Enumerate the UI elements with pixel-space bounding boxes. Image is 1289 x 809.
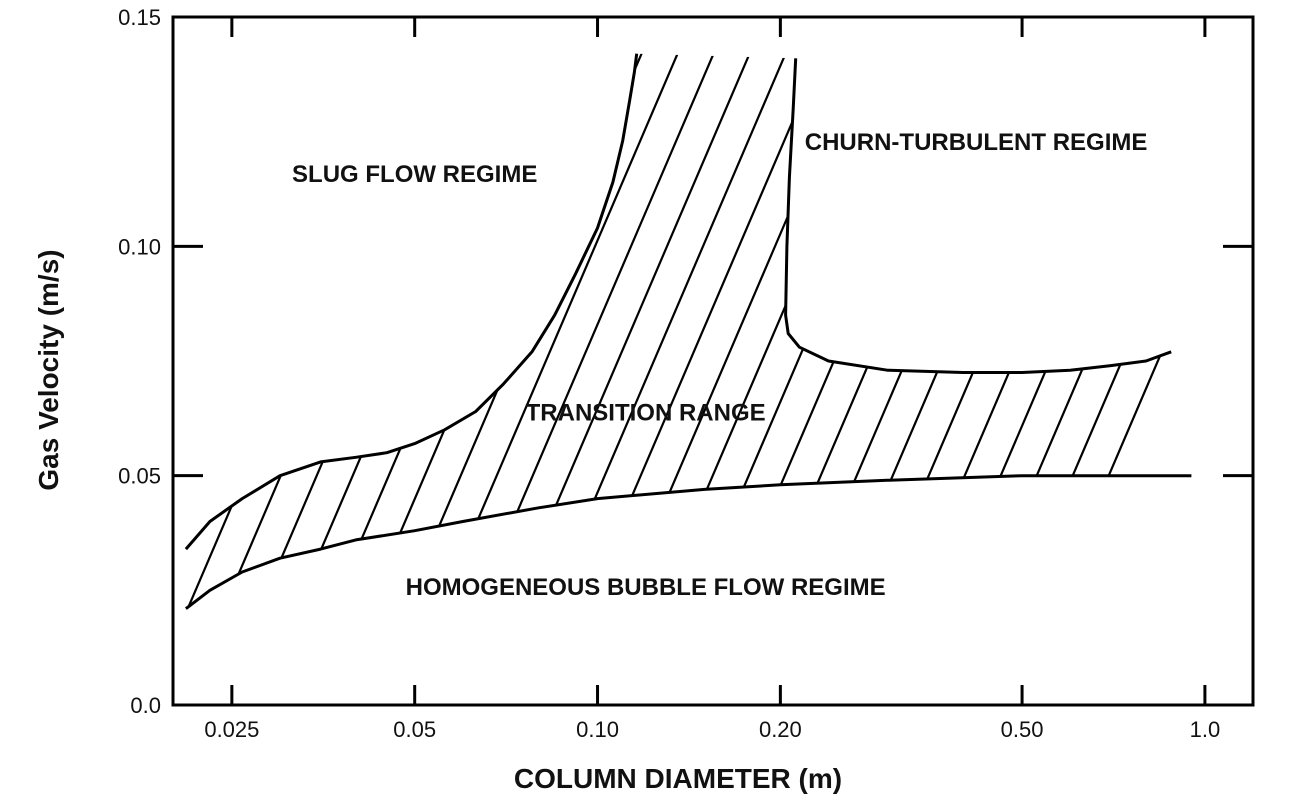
y-tick-label: 0.15 xyxy=(118,5,161,30)
y-axis-title: Gas Velocity (m/s) xyxy=(33,249,64,490)
tick-labels: 0.025 0.05 0.10 0.20 0.50 1.0 0.0 0.05 0.10 0.15 xyxy=(118,5,1220,742)
y-tick-label: 0.10 xyxy=(118,234,161,259)
hatch-line xyxy=(570,53,874,609)
hatch-line xyxy=(185,53,370,609)
hatch-line xyxy=(185,53,334,609)
hatch-line xyxy=(714,53,1018,609)
transition-upper-boundary xyxy=(184,53,639,551)
region-label: TRANSITION RANGE xyxy=(526,400,766,427)
hatch-line xyxy=(1146,53,1172,609)
x-tick-label: 0.10 xyxy=(576,717,619,742)
transition-right-boundary xyxy=(784,58,1172,374)
hatch-line xyxy=(185,53,478,609)
region-labels: SLUG FLOW REGIME CHURN-TURBULENT REGIME TR… xyxy=(292,129,1147,601)
hatch-line xyxy=(354,53,658,609)
hatch-line xyxy=(1110,53,1172,609)
region-label: HOMOGENEOUS BUBBLE FLOW REGIME xyxy=(406,574,886,601)
region-label: SLUG FLOW REGIME xyxy=(292,161,537,188)
axis-ticks xyxy=(173,15,1253,707)
x-tick-label: 0.50 xyxy=(1001,717,1044,742)
hatch-line xyxy=(390,53,694,609)
hatch-line xyxy=(498,53,802,609)
hatch-line xyxy=(0,20,152,720)
y-tick-label: 0.05 xyxy=(118,464,161,489)
x-tick-label: 0.05 xyxy=(393,717,436,742)
hatch-line xyxy=(185,53,190,609)
plot-frame xyxy=(171,15,1255,707)
hatch-line xyxy=(185,53,442,609)
hatch-line xyxy=(0,20,8,720)
x-tick-label: 1.0 xyxy=(1190,717,1221,742)
transition-lower-boundary xyxy=(184,474,1192,610)
hatch-line xyxy=(966,53,1172,609)
x-tick-label: 0.20 xyxy=(759,717,802,742)
hatch-line xyxy=(210,53,514,609)
y-tick-label: 0.0 xyxy=(130,693,161,718)
hatch-line xyxy=(1256,20,1289,720)
hatch-line xyxy=(1074,53,1172,609)
region-label: CHURN-TURBULENT REGIME xyxy=(805,129,1148,156)
boundary-curves xyxy=(184,53,1192,610)
hatch-line xyxy=(606,53,910,609)
x-tick-label: 0.025 xyxy=(204,717,259,742)
hatch-line xyxy=(318,53,622,609)
x-axis-title: COLUMN DIAMETER (m) xyxy=(514,763,842,794)
hatch-line xyxy=(185,53,406,609)
hatch-line xyxy=(246,53,550,609)
hatch-line xyxy=(426,53,730,609)
hatch-line xyxy=(462,53,766,609)
hatch-line xyxy=(282,53,586,609)
hatch-line xyxy=(1184,20,1289,720)
hatch-line xyxy=(678,53,982,609)
transition-hatching xyxy=(0,20,1289,720)
